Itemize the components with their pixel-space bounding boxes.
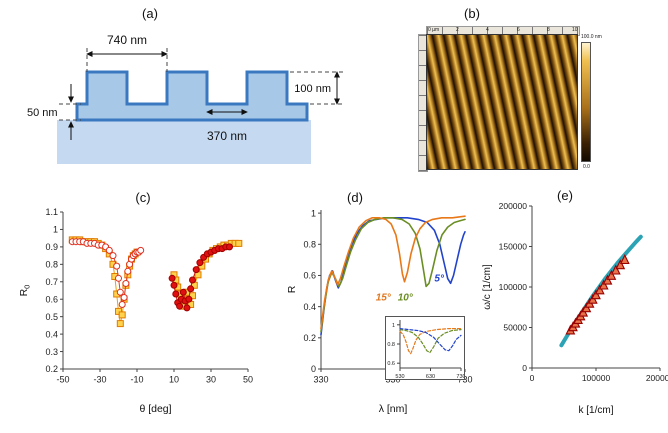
grating-schematic: 740 nm 50 nm 100 nm 370 nm [25,20,347,183]
svg-text:730: 730 [456,374,465,380]
svg-text:R0: R0 [18,285,32,297]
svg-text:1: 1 [311,208,316,218]
svg-text:0.4: 0.4 [303,302,316,312]
svg-text:200000: 200000 [646,373,668,383]
svg-text:0.5: 0.5 [45,312,58,322]
svg-text:150000: 150000 [499,242,528,252]
svg-text:630: 630 [426,374,435,380]
colorscale-min-label: 0.0 [583,164,590,170]
svg-text:15°: 15° [376,292,392,303]
svg-text:0.4: 0.4 [45,329,58,339]
dim-depth: 100 nm [294,83,331,95]
svg-text:10: 10 [169,375,179,385]
svg-text:-50: -50 [56,375,69,385]
substrate [57,120,311,164]
svg-text:330: 330 [313,375,328,385]
svg-text:0: 0 [522,363,527,373]
ruler-tick-label: 10 [572,27,578,33]
ruler-tick-label: 8 [547,27,550,33]
schematic-svg: 740 nm 50 nm 100 nm 370 nm [27,33,343,164]
panel-label-c: (c) [135,190,151,205]
dim-film-thickness: 50 nm [27,107,58,119]
svg-text:0.7: 0.7 [45,277,58,287]
svg-text:30: 30 [206,375,216,385]
afm-panel: 0 µm 2 4 6 8 10 100.0 nm 0.0 [418,26,614,176]
grating-film [75,70,309,122]
svg-text:0: 0 [311,364,316,374]
svg-text:200000: 200000 [499,201,528,211]
svg-text:50: 50 [243,375,253,385]
afm-image [426,34,578,170]
chart-e-dispersion: 0 100000 200000 0 50000 100000 150000 200000 k [… [482,201,668,416]
svg-text:50000: 50000 [503,323,527,333]
ruler-tick-label: 0 µm [428,27,440,33]
svg-text:λ [nm]: λ [nm] [379,403,408,415]
svg-text:730: 730 [457,375,472,385]
svg-text:0.6: 0.6 [387,361,395,367]
svg-text:θ [deg]: θ [deg] [139,403,171,415]
svg-text:0.6: 0.6 [303,271,316,281]
svg-text:0.3: 0.3 [45,347,58,357]
svg-text:1: 1 [392,323,395,329]
svg-text:0.6: 0.6 [45,294,58,304]
svg-text:0.2: 0.2 [303,333,316,343]
svg-text:1.1: 1.1 [45,207,58,217]
panel-label-b: (b) [464,6,480,21]
dim-ridge-width: 370 nm [207,129,247,143]
svg-text:0.8: 0.8 [45,260,58,270]
panel-label-d: (d) [347,190,363,205]
svg-text:0.9: 0.9 [45,242,58,252]
svg-text:ω/c [1/cm]: ω/c [1/cm] [482,264,493,310]
colorscale-max-label: 100.0 nm [581,34,602,40]
svg-text:10°: 10° [398,292,414,303]
svg-text:0.2: 0.2 [45,364,58,374]
panel-label-a: (a) [142,6,158,21]
svg-text:100000: 100000 [582,373,611,383]
colorscale-gradient [581,42,591,162]
chart-c-reflectance-vs-angle: -50 -30 -10 10 30 50 0.2 0.3 0.4 0.5 0.6 0.7 0.8 0.9 1… [18,207,253,415]
ruler-tick-label: 6 [517,27,520,33]
svg-text:-10: -10 [130,375,143,385]
chart-d-inset: 530 630 730 0.6 0.8 1 [385,316,465,380]
ruler-tick-label: 2 [456,27,459,33]
svg-text:5°: 5° [434,274,445,285]
svg-text:530: 530 [395,374,404,380]
chart-d-panel: 330 530 730 0 0.2 0.4 0.6 0.8 1 λ [nm] R 15° 10° 5° 5… [285,200,475,415]
svg-text:-30: -30 [93,375,106,385]
svg-text:R: R [286,285,298,293]
chart-d-reflectance-vs-wavelength: 330 530 730 0 0.2 0.4 0.6 0.8 1 λ [nm] R 15° 10° 5° [286,208,473,415]
ruler-tick-label: 4 [486,27,489,33]
svg-text:0.8: 0.8 [387,342,395,348]
svg-text:1: 1 [53,225,58,235]
svg-text:0: 0 [530,373,535,383]
panel-label-e: (e) [557,188,573,203]
afm-colorscale: 100.0 nm 0.0 [581,34,613,170]
svg-text:k [1/cm]: k [1/cm] [578,405,613,416]
dim-period: 740 nm [107,33,147,47]
svg-text:100000: 100000 [499,282,528,292]
svg-text:0.8: 0.8 [303,240,316,250]
